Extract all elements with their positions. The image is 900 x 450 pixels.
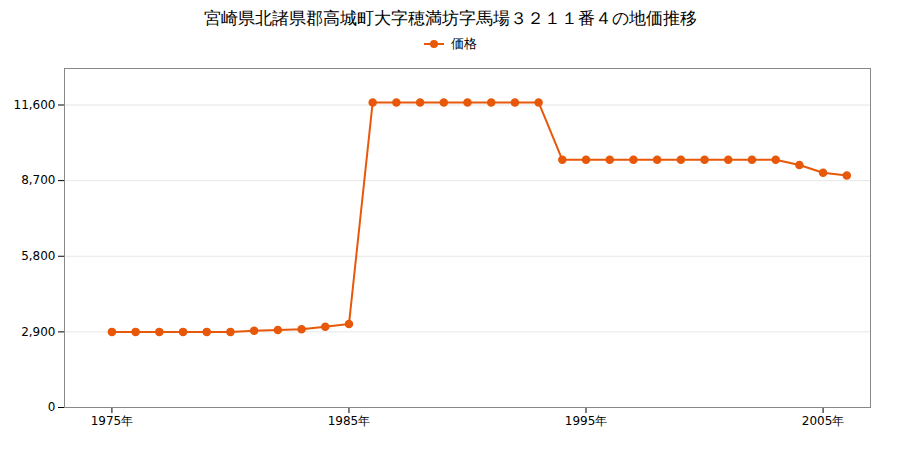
svg-text:1975年: 1975年 — [91, 414, 134, 428]
svg-text:2,900: 2,900 — [21, 325, 55, 339]
svg-text:1995年: 1995年 — [565, 414, 608, 428]
html-text:宮崎県北諸県郡高城町大字穂満坊字馬場３２１１番４の地価推移: 宮崎県北諸県郡高城町大字穂満坊字馬場３２１１番４の地価推移 — [203, 8, 697, 28]
svg-text:5,800: 5,800 — [21, 249, 55, 263]
svg-text:0: 0 — [48, 400, 56, 414]
svg-text:11,600: 11,600 — [14, 98, 56, 112]
svg-text:1985年: 1985年 — [328, 414, 371, 428]
html-text:価格: 価格 — [451, 36, 477, 51]
svg-text:8,700: 8,700 — [21, 173, 55, 187]
svg-text:2005年: 2005年 — [802, 414, 845, 428]
